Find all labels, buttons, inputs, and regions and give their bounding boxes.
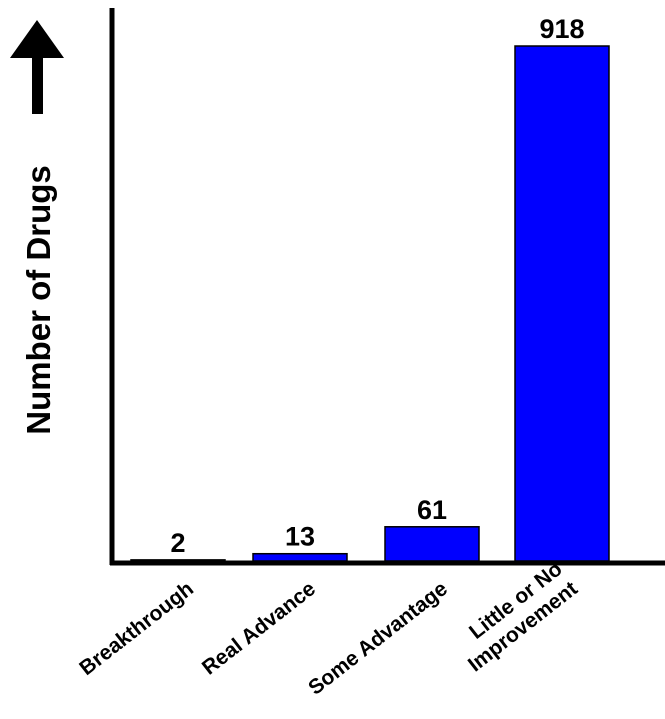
value-label-2: 13 bbox=[285, 522, 315, 552]
value-label-3: 61 bbox=[417, 495, 447, 525]
bars-group bbox=[130, 45, 610, 562]
category-label-line: Breakthrough bbox=[75, 577, 198, 680]
up-arrow-icon bbox=[10, 20, 64, 114]
bar-3 bbox=[384, 526, 480, 562]
category-label-3: Some Advantage bbox=[304, 577, 452, 700]
value-label-4: 918 bbox=[539, 14, 584, 44]
y-axis-label: Number of Drugs bbox=[20, 165, 57, 435]
value-labels-group: 2 13 61 918 bbox=[170, 14, 584, 558]
category-label-line: Some Advantage bbox=[304, 577, 452, 700]
category-label-line: Real Advance bbox=[198, 577, 320, 679]
value-label-1: 2 bbox=[170, 528, 185, 558]
bar-4 bbox=[514, 45, 610, 562]
category-label-1: Breakthrough bbox=[75, 577, 198, 680]
bar-1 bbox=[130, 559, 226, 562]
bar-2 bbox=[252, 552, 348, 562]
category-label-2: Real Advance bbox=[198, 577, 320, 679]
